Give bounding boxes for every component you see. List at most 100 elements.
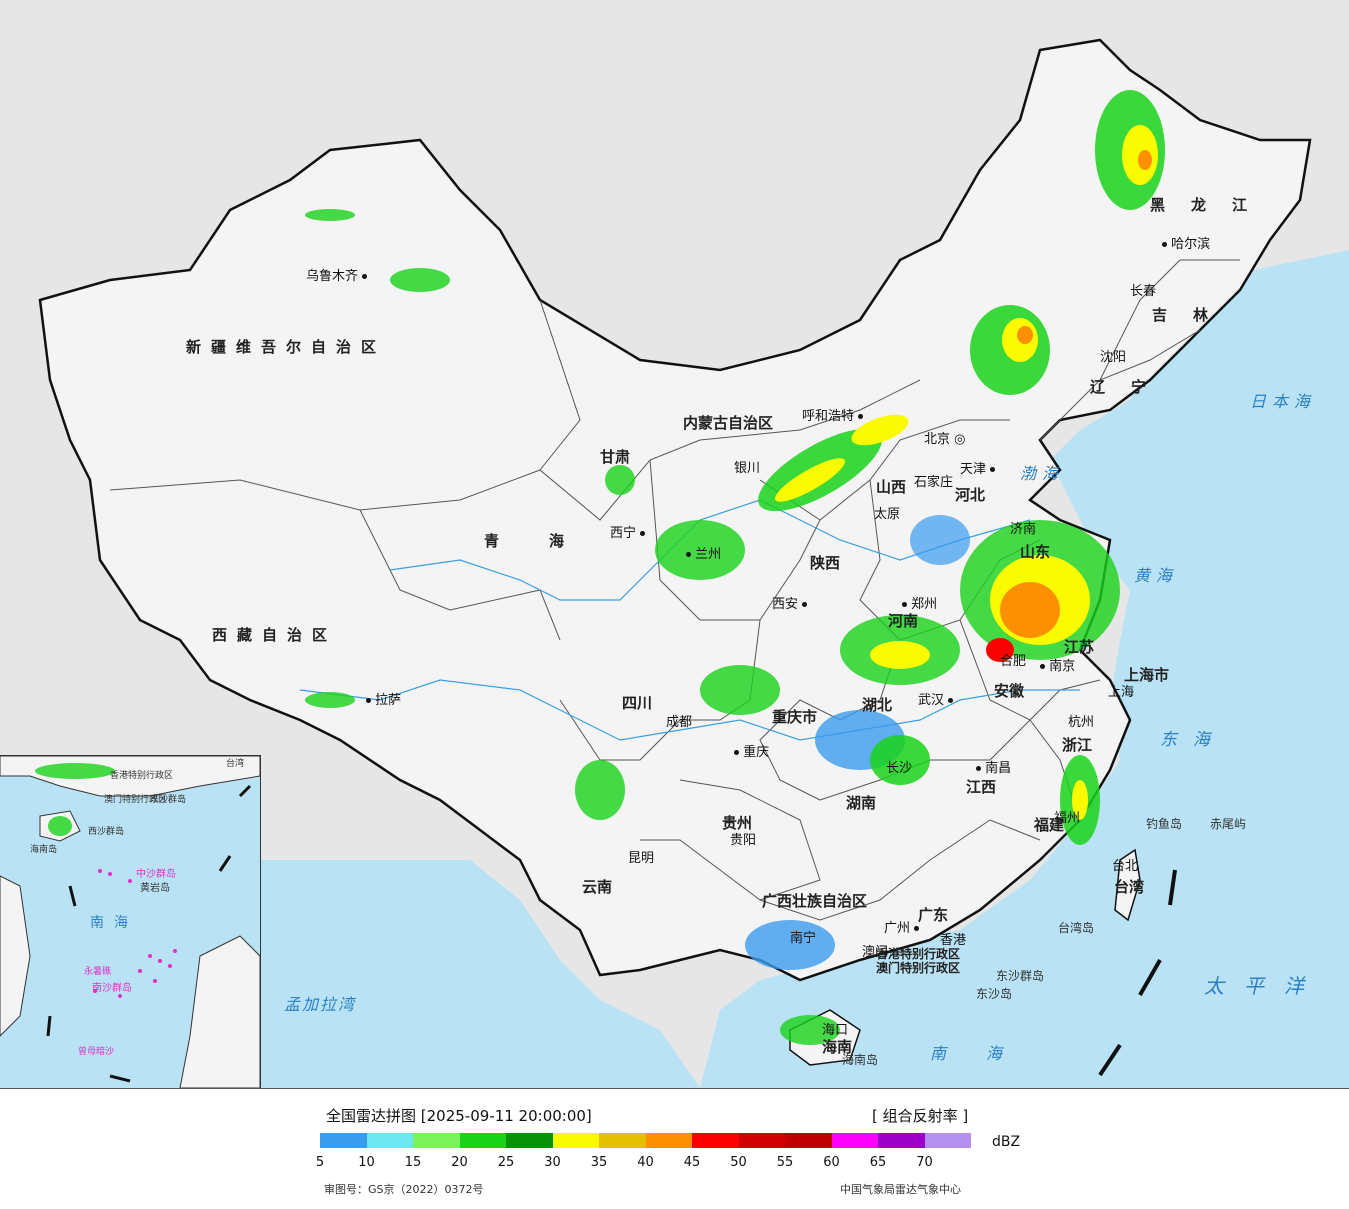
scale-tick: 40	[637, 1155, 654, 1170]
province-label: 吉林	[1152, 306, 1235, 324]
inset-label: 海南岛	[30, 845, 58, 855]
city-label[interactable]: 西宁	[610, 527, 646, 540]
sea-label: 太平洋	[1204, 974, 1324, 998]
province-label: 河北	[955, 486, 986, 504]
island-label: 海南岛	[842, 1053, 879, 1067]
island-label: 赤尾屿	[1210, 817, 1247, 831]
province-label: 云南	[582, 878, 613, 896]
inset-label: 曾母暗沙	[78, 1047, 115, 1057]
inset-label: 西沙群岛	[88, 827, 125, 837]
color-swatch	[831, 1133, 878, 1148]
province-label: 江西	[966, 778, 997, 796]
island-label: 台湾岛	[1058, 921, 1095, 935]
color-swatch	[738, 1133, 785, 1148]
sea-label: 黄海	[1134, 566, 1179, 585]
scale-tick: 30	[544, 1155, 561, 1170]
city-dot-icon	[1040, 664, 1045, 669]
city-label[interactable]: 香港	[940, 933, 967, 948]
province-label: 海南	[822, 1038, 853, 1056]
inset-label: 澳门特别行政区	[104, 795, 168, 805]
legend-panel: 全国雷达拼图 [2025-09-11 20:00:00] [ 组合反射率 ] d…	[0, 1088, 1349, 1209]
city-dot-icon	[1162, 242, 1167, 247]
map-canvas	[38, 38, 1349, 1088]
city-dot-icon	[858, 414, 864, 419]
city-label[interactable]: 上海	[1108, 685, 1135, 700]
city-dot-icon	[914, 926, 920, 931]
city-label[interactable]: 福州	[1054, 811, 1081, 826]
province-label: 上海市	[1124, 666, 1170, 684]
province-label: 四川	[622, 694, 653, 712]
city-label[interactable]: 银川	[734, 461, 761, 476]
south-china-sea-inset[interactable]: 南海 中沙群岛 黄岩岛 永暑礁 南沙群岛 曾母暗沙 东沙群岛 西沙群岛 香港特别…	[0, 755, 261, 1088]
city-label[interactable]: 济南	[1010, 522, 1037, 537]
city-label[interactable]: 呼和浩特	[802, 410, 864, 423]
city-label[interactable]: 乌鲁木齐	[306, 270, 368, 283]
city-label[interactable]: 杭州	[1068, 715, 1095, 730]
province-label: 湖南	[846, 794, 877, 812]
city-label[interactable]: 西安	[772, 598, 808, 611]
province-label: 澳门特别行政区	[876, 961, 961, 975]
city-label[interactable]: 长沙	[886, 761, 913, 776]
city-label[interactable]: 沈阳	[1100, 350, 1127, 365]
city-label[interactable]: 海口	[822, 1023, 849, 1038]
product-label: [ 组合反射率 ]	[872, 1107, 969, 1125]
province-label: 广西壮族自治区	[762, 892, 868, 910]
city-label[interactable]: 贵阳	[730, 833, 757, 848]
inset-canvas	[0, 756, 260, 1088]
inset-sea-label: 南海	[90, 915, 138, 931]
province-label: 河南	[888, 612, 919, 630]
color-scale	[320, 1133, 971, 1148]
unit-label: dBZ	[992, 1134, 1021, 1150]
city-label[interactable]: 北京 ◎	[924, 432, 966, 447]
color-swatch	[413, 1133, 460, 1148]
inset-label: 东沙群岛	[150, 795, 187, 805]
city-label[interactable]: 广州	[884, 922, 920, 935]
scale-tick: 5	[315, 1155, 325, 1170]
taiwan-island	[1114, 848, 1141, 922]
city-label[interactable]: 南京	[1040, 660, 1075, 673]
color-swatch	[599, 1133, 646, 1148]
city-label[interactable]: 南昌	[976, 762, 1011, 775]
city-label[interactable]: 南宁	[790, 931, 817, 946]
sea-label: 南海	[930, 1044, 1043, 1063]
city-label[interactable]: 天津	[960, 463, 996, 476]
sea-label: 东海	[1160, 730, 1226, 750]
city-label[interactable]: 合肥	[1000, 654, 1027, 669]
city-label[interactable]: 重庆	[734, 746, 769, 759]
province-label: 青海	[484, 532, 615, 550]
province-label: 内蒙古自治区	[683, 414, 774, 432]
city-dot-icon	[686, 552, 691, 557]
province-label: 西藏自治区	[212, 626, 338, 644]
city-label[interactable]: 哈尔滨	[1162, 238, 1210, 251]
city-label[interactable]: 石家庄	[914, 475, 954, 490]
scale-tick: 65	[869, 1155, 887, 1170]
city-label[interactable]: 昆明	[628, 851, 655, 866]
city-label[interactable]: 台北	[1112, 859, 1139, 874]
sea-label: 渤海	[1020, 464, 1065, 483]
city-dot-icon	[802, 602, 808, 607]
city-label[interactable]: 成都	[666, 715, 693, 730]
province-label: 贵州	[722, 814, 753, 832]
inset-label: 黄岩岛	[140, 883, 170, 894]
city-dot-icon	[990, 467, 996, 472]
sea-area	[700, 250, 1349, 1088]
city-label[interactable]: 兰州	[686, 548, 721, 561]
city-label[interactable]: 郑州	[902, 598, 937, 611]
color-swatch	[785, 1133, 832, 1148]
island-label: 钓鱼岛	[1146, 817, 1183, 831]
province-label: 湖北	[862, 696, 893, 714]
province-label: 陕西	[810, 554, 841, 572]
city-label[interactable]: 长春	[1130, 284, 1157, 299]
city-label[interactable]: 拉萨	[366, 694, 401, 707]
province-label: 甘肃	[600, 448, 631, 466]
color-swatch	[366, 1133, 413, 1148]
china-radar-map[interactable]: 新疆维吾尔自治区 西藏自治区 青海 内蒙古自治区 黑龙江 吉林 辽宁 甘肃 陕西…	[0, 0, 1349, 1088]
inset-label: 香港特别行政区	[110, 771, 174, 781]
city-dot-icon	[366, 698, 371, 703]
scale-tick: 55	[776, 1155, 794, 1170]
island-label: 东沙岛	[976, 987, 1013, 1001]
city-label[interactable]: 太原	[874, 507, 901, 522]
city-label[interactable]: 武汉	[918, 694, 954, 707]
city-label[interactable]: 澳门	[862, 945, 889, 960]
